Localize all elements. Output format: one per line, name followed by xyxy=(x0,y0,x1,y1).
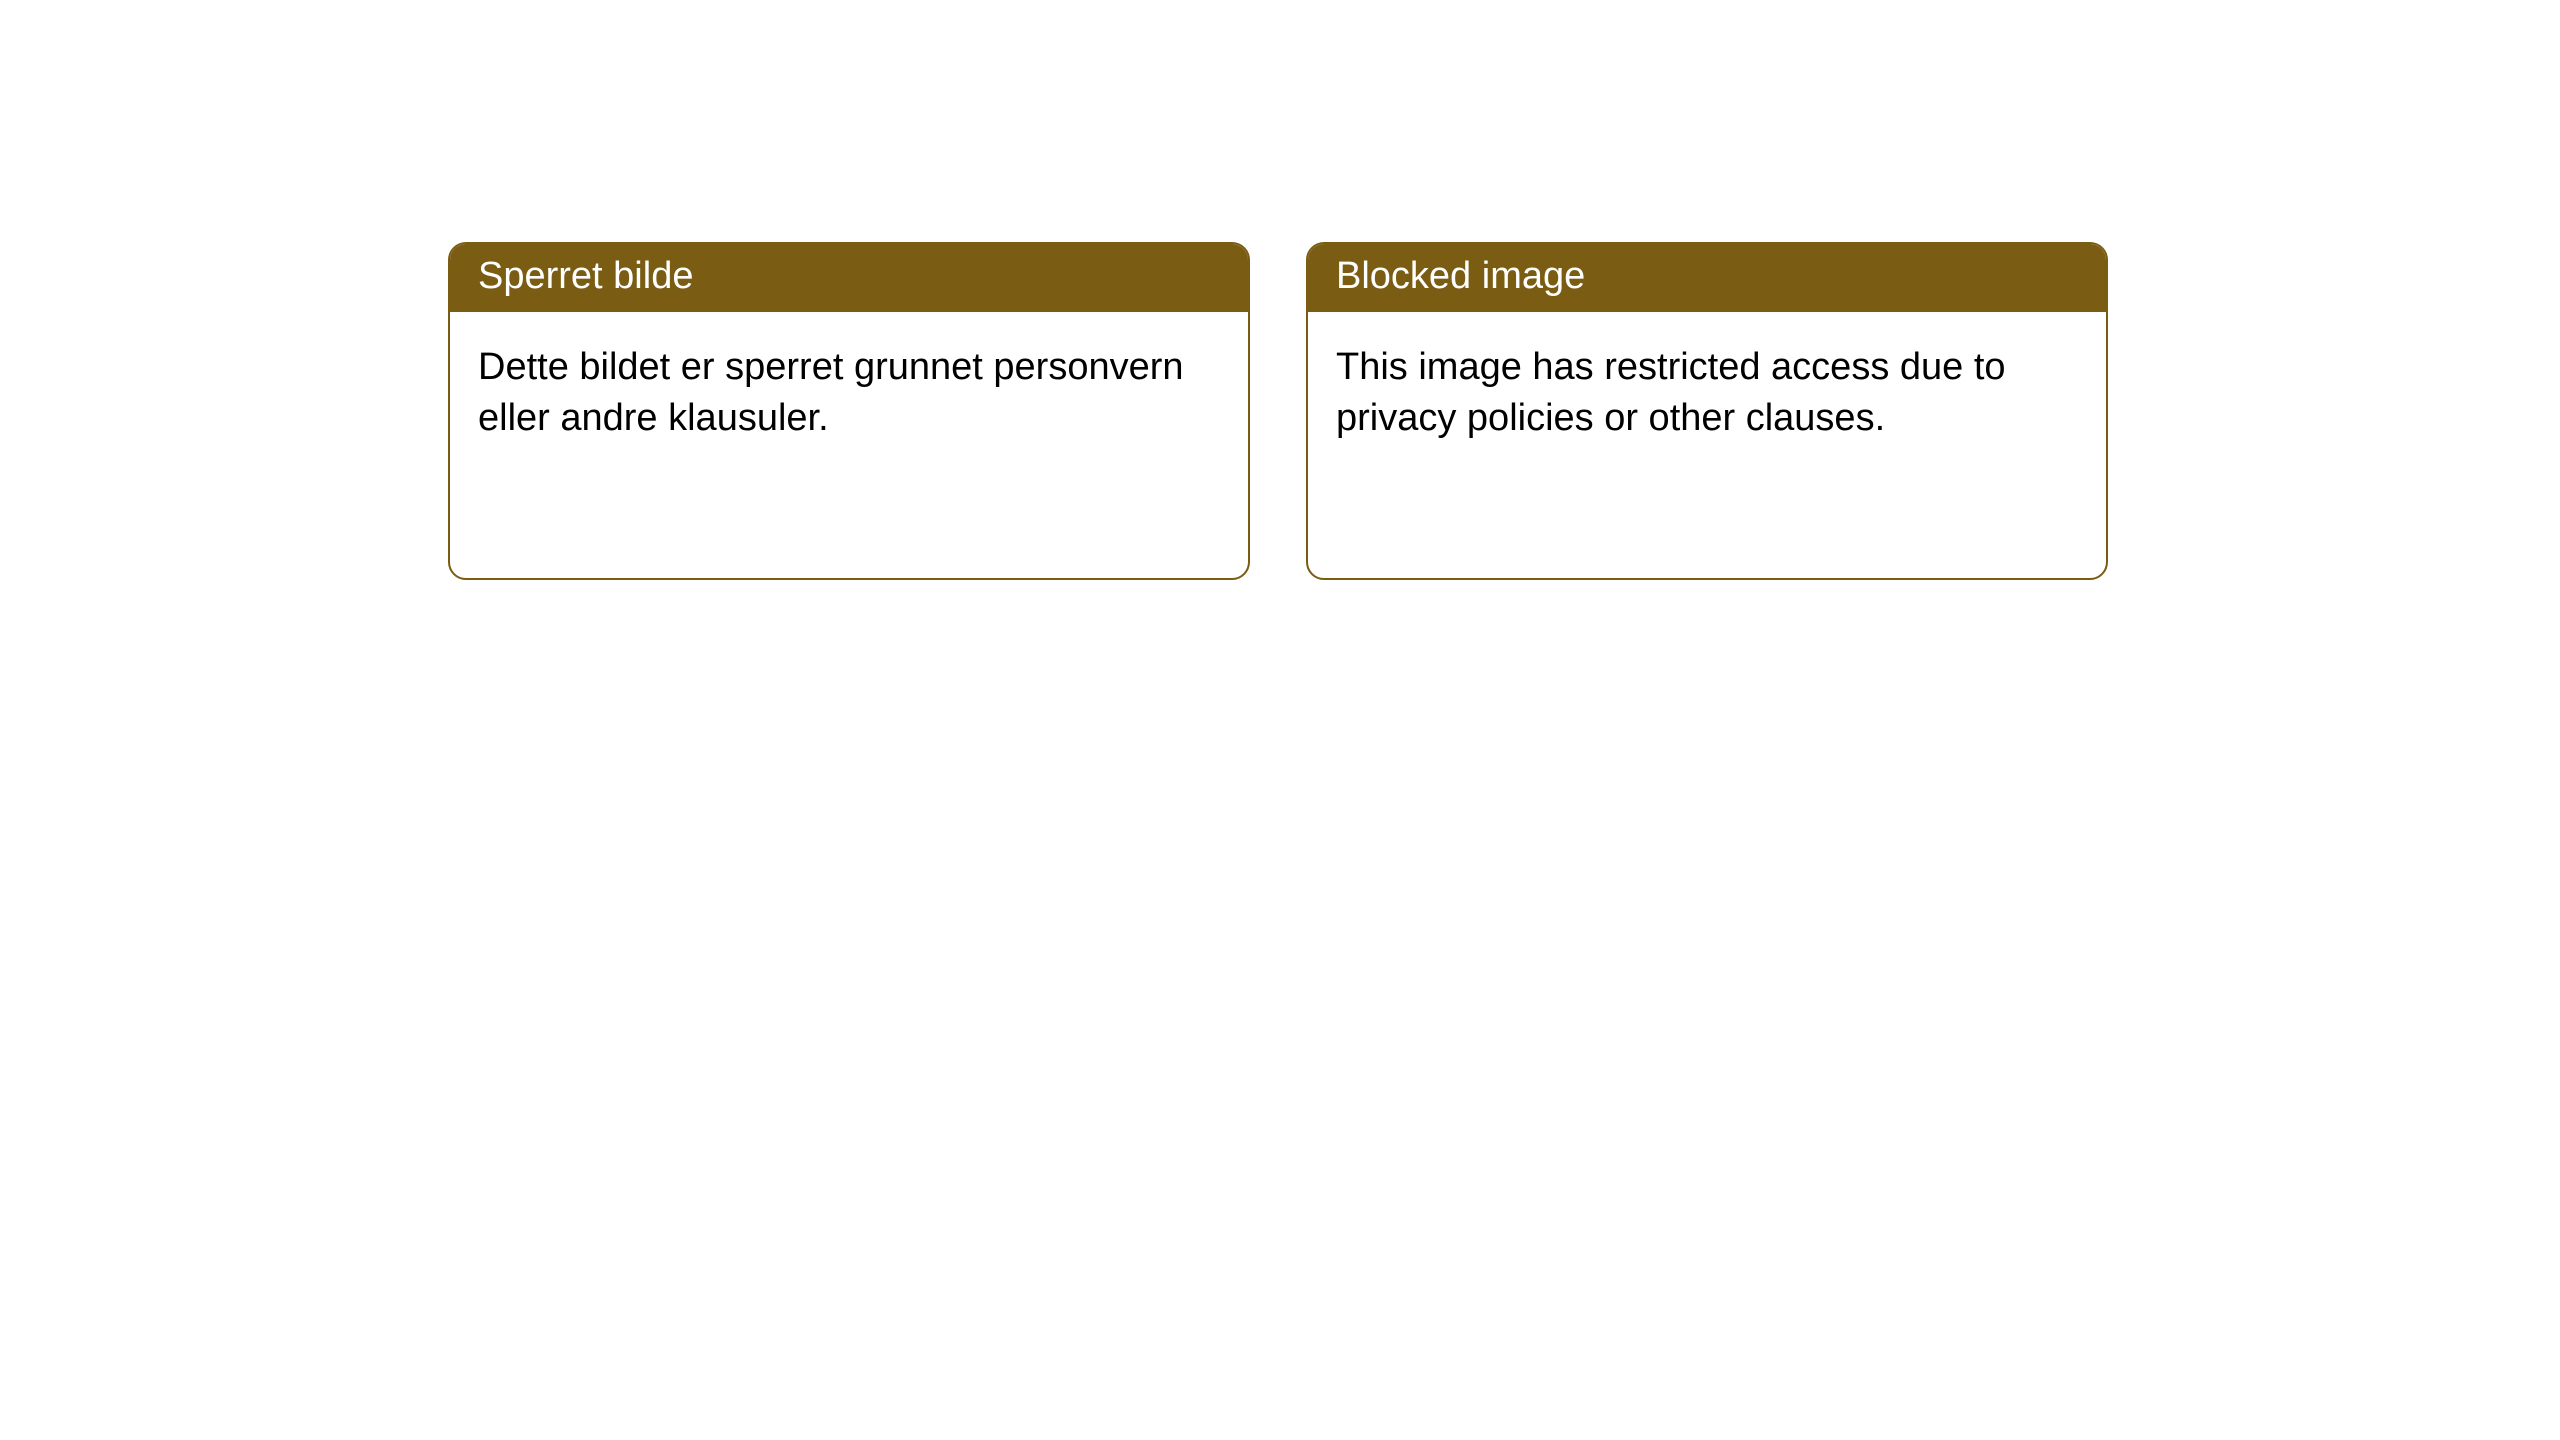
notice-header: Sperret bilde xyxy=(450,244,1248,312)
notice-container: Sperret bilde Dette bildet er sperret gr… xyxy=(0,0,2560,580)
notice-header: Blocked image xyxy=(1308,244,2106,312)
notice-card-english: Blocked image This image has restricted … xyxy=(1306,242,2108,580)
notice-card-norwegian: Sperret bilde Dette bildet er sperret gr… xyxy=(448,242,1250,580)
notice-body: This image has restricted access due to … xyxy=(1308,312,2106,473)
notice-body: Dette bildet er sperret grunnet personve… xyxy=(450,312,1248,473)
